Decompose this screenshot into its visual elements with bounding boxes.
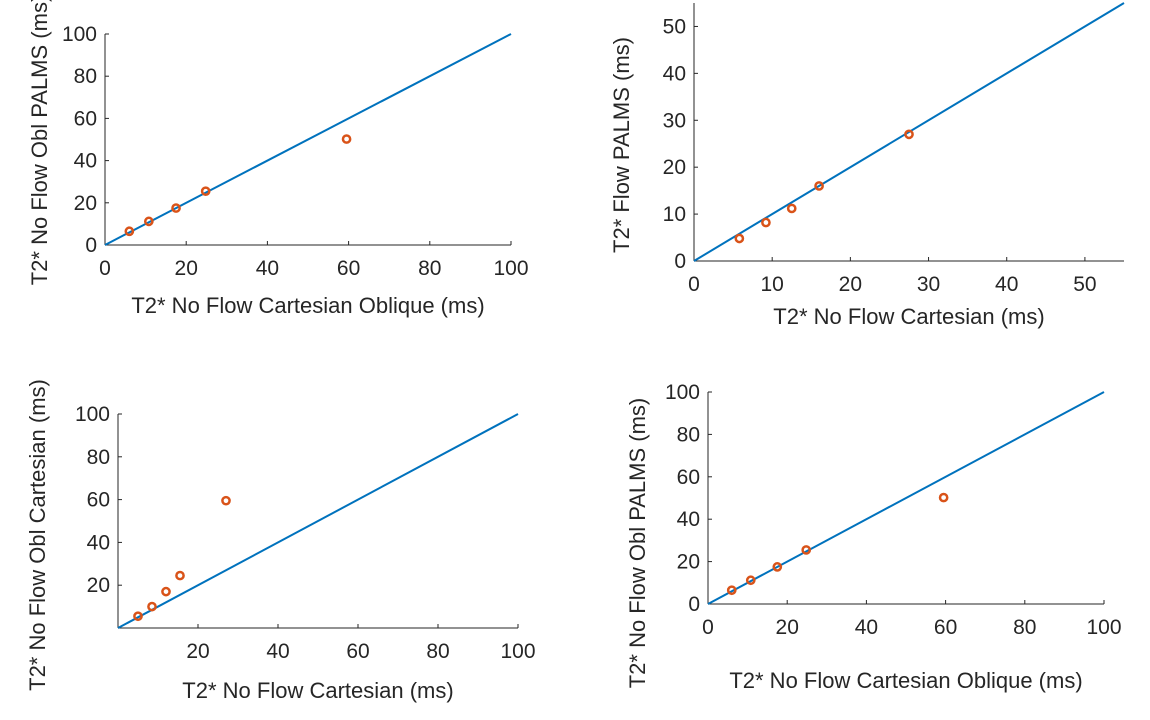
chart-bottom-left: 20 40 60 80 100 20 40 60 80 100 T2* No Flow Cartes… (25, 379, 536, 703)
y-tick-label: 80 (74, 65, 97, 88)
data-point (904, 129, 914, 140)
data-point (814, 181, 824, 191)
y-tick-label: 100 (665, 381, 700, 404)
y-tick-label: 100 (75, 403, 110, 426)
x-tick-label: 80 (418, 257, 441, 280)
x-tick-label: 60 (346, 640, 369, 663)
x-tick-label: 20 (839, 273, 862, 296)
x-axis-label: T2* No Flow Cartesian (ms) (773, 304, 1044, 329)
data-point (341, 134, 352, 144)
data-point (726, 585, 737, 596)
y-tick-label: 60 (74, 107, 97, 130)
data-point (745, 575, 756, 586)
data-point (772, 562, 783, 572)
data-point (761, 217, 771, 228)
data-point (200, 186, 211, 197)
x-tick-label: 20 (776, 616, 799, 639)
data-point (171, 203, 181, 213)
identity-line (104, 33, 512, 246)
x-axis-label: T2* No Flow Cartesian Oblique (ms) (729, 668, 1082, 693)
y-tick-label: 20 (87, 574, 110, 597)
data-point (938, 492, 949, 503)
chart-top-right: 0 10 20 30 40 50 0 10 20 30 40 50 T2* No Flow Cartes… (609, 2, 1125, 329)
x-tick-label: 30 (917, 273, 940, 296)
x-tick-label: 20 (186, 640, 209, 663)
y-tick-label: 20 (74, 192, 97, 215)
y-tick-label: 10 (663, 203, 686, 226)
y-tick-label: 100 (62, 23, 97, 46)
x-tick-label: 80 (426, 640, 449, 663)
chart-top-left: 0 20 40 60 80 100 0 20 40 60 80 100 T2* No Flow Cart… (27, 0, 529, 318)
data-point (161, 586, 171, 597)
x-tick-label: 0 (702, 616, 714, 639)
x-tick-label: 40 (256, 257, 279, 280)
data-point (175, 570, 185, 581)
x-axis-label: T2* No Flow Cartesian (ms) (182, 678, 453, 703)
data-point (147, 601, 157, 612)
y-tick-label: 60 (677, 466, 700, 489)
y-tick-label: 20 (677, 551, 700, 574)
y-tick-label: 30 (663, 109, 686, 132)
data-point (734, 233, 745, 244)
x-tick-label: 80 (1013, 616, 1036, 639)
y-tick-label: 20 (663, 156, 686, 179)
identity-line (707, 391, 1105, 605)
y-tick-label: 40 (87, 531, 110, 554)
x-tick-label: 60 (934, 616, 957, 639)
data-point (786, 203, 797, 214)
y-tick-label: 40 (677, 508, 700, 531)
x-tick-label: 40 (855, 616, 878, 639)
y-axis-label: T2* No Flow Obl PALMS (ms) (625, 398, 650, 689)
y-tick-label: 0 (85, 234, 97, 257)
x-tick-label: 0 (688, 273, 700, 296)
x-tick-label: 100 (1086, 616, 1121, 639)
x-tick-label: 100 (493, 257, 528, 280)
x-tick-label: 40 (995, 273, 1018, 296)
chart-bottom-right: 0 20 40 60 80 100 0 20 40 60 80 100 T2* No Flow Cart… (625, 381, 1122, 693)
data-point (801, 545, 812, 555)
y-axis-label: T2* No Flow Obl Cartesian (ms) (25, 379, 50, 691)
x-tick-label: 50 (1073, 273, 1096, 296)
y-axis-label: T2* Flow PALMS (ms) (609, 37, 634, 253)
data-point (133, 611, 143, 622)
identity-line (693, 2, 1125, 262)
y-tick-label: 50 (663, 15, 686, 38)
y-tick-label: 80 (677, 423, 700, 446)
y-tick-label: 40 (663, 62, 686, 85)
y-axis-label: T2* No Flow Obl PALMS (ms) (27, 0, 52, 285)
y-tick-label: 40 (74, 150, 97, 173)
x-tick-label: 60 (337, 257, 360, 280)
y-tick-label: 60 (87, 489, 110, 512)
x-tick-label: 10 (761, 273, 784, 296)
y-tick-label: 0 (674, 250, 686, 273)
data-point (143, 216, 154, 227)
x-axis-label: T2* No Flow Cartesian Oblique (ms) (131, 293, 484, 318)
x-tick-label: 100 (500, 640, 535, 663)
data-point (221, 495, 231, 506)
data-point (124, 226, 135, 237)
x-tick-label: 40 (266, 640, 289, 663)
y-tick-label: 80 (87, 446, 110, 469)
y-tick-label: 0 (688, 593, 700, 616)
x-tick-label: 0 (99, 257, 111, 280)
identity-line (117, 413, 519, 629)
x-tick-label: 20 (175, 257, 198, 280)
